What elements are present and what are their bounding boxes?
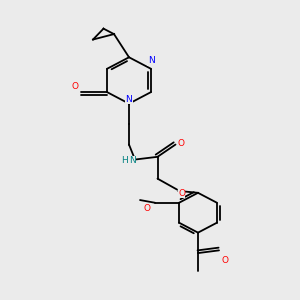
Text: O: O (221, 256, 229, 265)
Text: O: O (178, 189, 185, 198)
Text: N: N (126, 94, 132, 103)
Text: O: O (143, 203, 151, 212)
Text: H: H (121, 156, 128, 165)
Text: O: O (72, 82, 79, 91)
Text: N: N (129, 156, 135, 165)
Text: O: O (178, 140, 185, 148)
Text: N: N (148, 56, 154, 65)
